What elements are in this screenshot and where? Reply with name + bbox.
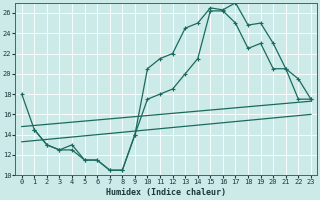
X-axis label: Humidex (Indice chaleur): Humidex (Indice chaleur)	[106, 188, 226, 197]
